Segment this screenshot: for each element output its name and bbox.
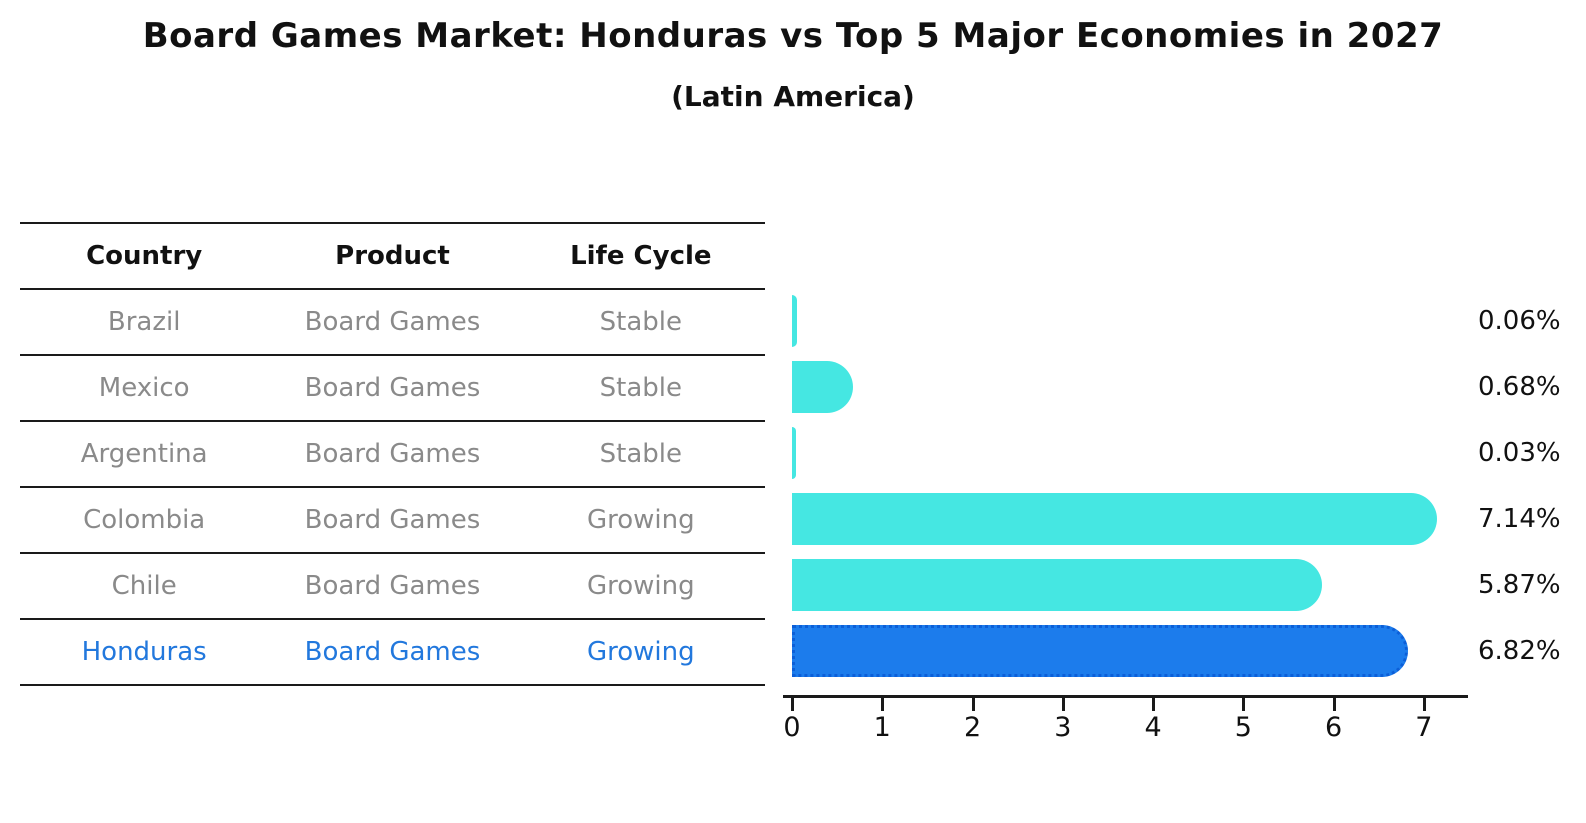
bar-colombia (792, 493, 1437, 545)
x-axis-tick (791, 698, 794, 711)
x-axis-tick-label: 5 (1234, 712, 1252, 743)
bar-chile (792, 559, 1322, 611)
bar-brazil (792, 295, 798, 347)
table-row: Brazil Board Games Stable (20, 288, 765, 354)
country-table: Country Product Life Cycle Brazil Board … (20, 222, 765, 686)
x-axis-tick-label: 1 (873, 712, 891, 743)
cell-country: Colombia (83, 505, 206, 535)
bar-honduras (792, 625, 1408, 677)
x-axis-tick-label: 2 (963, 712, 982, 743)
cell-product: Board Games (304, 307, 481, 337)
table-row: Mexico Board Games Stable (20, 354, 765, 420)
x-axis-tick (1332, 698, 1336, 711)
x-axis-tick-label: 3 (1054, 712, 1072, 743)
cell-life-cycle: Stable (599, 373, 682, 403)
x-axis-tick-label: 4 (1144, 712, 1162, 743)
cell-product: Board Games (304, 571, 481, 601)
value-label-argentina: 0.03% (1478, 438, 1561, 468)
table-row: Colombia Board Games Growing (20, 486, 765, 552)
x-axis-tick (1061, 698, 1065, 711)
table-row-highlight-honduras: Honduras Board Games Growing (20, 618, 765, 684)
header-product: Product (335, 241, 450, 271)
cell-product: Board Games (304, 439, 481, 469)
x-axis-line (783, 695, 1468, 698)
bar-argentina (792, 427, 796, 479)
value-label-chile: 5.87% (1478, 570, 1561, 600)
cell-country: Brazil (107, 307, 181, 337)
cell-product: Board Games (304, 505, 481, 535)
cell-country: Chile (111, 571, 177, 601)
x-axis-tick (1422, 698, 1426, 711)
x-axis-tick-label: 6 (1325, 712, 1343, 743)
x-axis-tick (971, 698, 975, 711)
value-label-honduras: 6.82% (1478, 636, 1561, 666)
chart-subtitle: (Latin America) (671, 80, 915, 113)
cell-country: Mexico (98, 373, 190, 403)
header-life-cycle: Life Cycle (570, 241, 712, 271)
bar-mexico (792, 361, 854, 413)
cell-life-cycle: Growing (586, 505, 695, 535)
value-label-brazil: 0.06% (1478, 306, 1561, 336)
cell-life-cycle: Growing (586, 637, 695, 667)
cell-life-cycle: Growing (586, 571, 695, 601)
chart-title: Board Games Market: Honduras vs Top 5 Ma… (142, 16, 1444, 56)
x-axis-tick-label: 7 (1415, 712, 1433, 743)
table-header-row: Country Product Life Cycle (20, 222, 765, 288)
x-axis-tick-label: 0 (783, 712, 801, 743)
x-axis-tick (881, 698, 885, 711)
cell-country: Argentina (80, 439, 208, 469)
value-label-mexico: 0.68% (1478, 372, 1561, 402)
cell-life-cycle: Stable (599, 439, 682, 469)
table-row: Argentina Board Games Stable (20, 420, 765, 486)
cell-life-cycle: Stable (599, 307, 682, 337)
x-axis-tick (1152, 698, 1156, 711)
table-row: Chile Board Games Growing (20, 552, 765, 618)
cell-product: Board Games (304, 373, 481, 403)
cell-country: Honduras (81, 637, 207, 667)
x-axis-tick (1242, 698, 1246, 711)
value-label-colombia: 7.14% (1478, 504, 1561, 534)
cell-product: Board Games (304, 637, 481, 667)
header-country: Country (86, 241, 203, 271)
